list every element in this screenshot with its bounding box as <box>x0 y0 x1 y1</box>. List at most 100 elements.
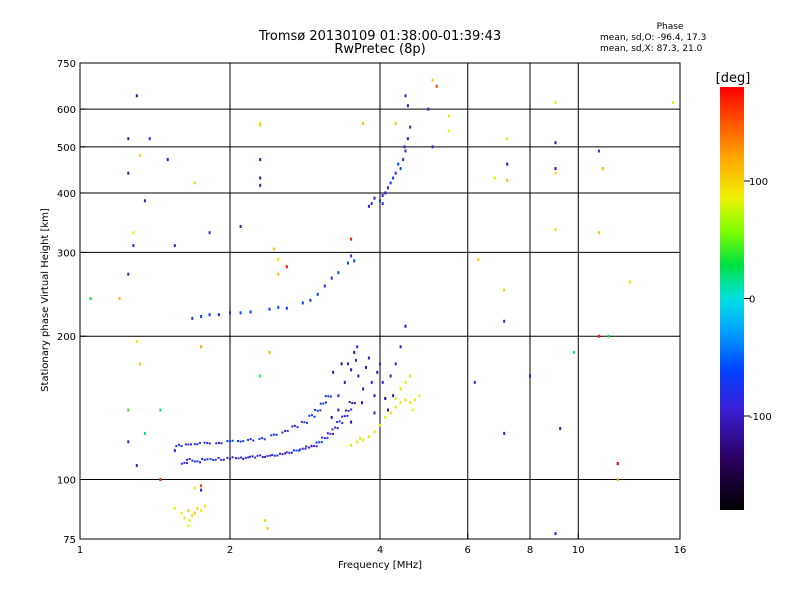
data-point <box>239 311 242 315</box>
data-point <box>203 441 206 444</box>
data-point <box>597 231 600 235</box>
data-point <box>529 374 531 378</box>
series-scattered-noise <box>127 94 619 536</box>
data-point <box>399 345 402 349</box>
data-point <box>431 145 434 149</box>
data-point <box>303 421 306 424</box>
data-point <box>277 272 280 276</box>
data-point <box>329 395 332 398</box>
data-point <box>269 454 272 457</box>
colorbar-tick-label: -100 <box>749 412 772 423</box>
data-point <box>318 441 321 444</box>
data-point <box>435 84 438 88</box>
data-point <box>316 292 319 296</box>
data-point <box>199 441 201 444</box>
data-point <box>270 434 273 437</box>
data-point <box>672 100 675 104</box>
data-point <box>135 94 138 98</box>
data-point <box>341 415 344 418</box>
data-point <box>139 153 142 157</box>
data-points <box>89 78 675 536</box>
x-tick-label: 8 <box>527 545 533 556</box>
data-point <box>326 437 329 440</box>
data-point <box>187 443 190 446</box>
data-point <box>404 149 407 153</box>
series-scattered-x-noise <box>118 78 675 481</box>
data-point <box>187 524 190 528</box>
data-point <box>331 428 334 431</box>
data-point <box>186 462 188 465</box>
data-point <box>206 442 209 445</box>
data-point <box>447 129 450 133</box>
data-point <box>240 456 243 459</box>
phase-stats-x-mode: mean, sd,X: 87.3, 21.0 <box>600 44 703 54</box>
y-tick-label: 500 <box>57 143 76 154</box>
data-point <box>330 416 333 419</box>
data-point <box>180 462 183 465</box>
y-tick-label: 600 <box>57 105 76 116</box>
data-point <box>404 380 407 384</box>
colorbar-tick-label: 100 <box>749 177 768 188</box>
data-point <box>300 420 303 423</box>
data-point <box>191 459 194 462</box>
data-point <box>226 456 229 459</box>
data-point <box>247 439 249 441</box>
colorbar-label: [deg] <box>716 71 751 86</box>
data-point <box>320 441 323 444</box>
data-point <box>261 437 264 440</box>
data-point <box>392 176 395 180</box>
data-point <box>325 401 327 404</box>
data-point <box>399 167 402 171</box>
data-point <box>554 171 557 175</box>
data-point <box>264 455 266 458</box>
data-point <box>379 199 381 203</box>
data-point <box>387 408 389 412</box>
data-point <box>266 526 269 530</box>
data-point <box>139 362 142 366</box>
data-point <box>118 297 121 300</box>
data-point <box>159 408 162 412</box>
y-tick-label: 100 <box>57 476 76 487</box>
data-point <box>249 310 252 314</box>
data-point <box>616 462 619 466</box>
data-point <box>220 458 223 461</box>
data-point <box>286 429 289 432</box>
data-point <box>191 514 194 518</box>
chart-title: Tromsø 20130109 01:38:00-01:39:43 <box>258 29 501 44</box>
data-point <box>347 362 349 366</box>
data-point <box>381 194 384 197</box>
data-point <box>629 280 631 284</box>
data-point <box>431 78 434 82</box>
data-point <box>323 437 326 440</box>
data-point <box>285 306 288 310</box>
data-point <box>143 199 146 203</box>
data-point <box>199 461 201 464</box>
data-point <box>193 181 196 185</box>
data-point <box>367 435 370 439</box>
data-point <box>237 440 239 442</box>
data-point <box>256 454 259 457</box>
data-point <box>351 402 354 405</box>
data-point <box>229 311 231 315</box>
data-point <box>319 409 322 412</box>
data-point <box>379 423 381 427</box>
data-point <box>394 397 397 400</box>
series-scattered-red <box>159 84 619 488</box>
data-point <box>373 196 376 200</box>
data-point <box>315 441 318 444</box>
data-point <box>473 380 476 384</box>
data-point <box>601 167 604 171</box>
data-point <box>222 458 225 461</box>
data-point <box>404 94 407 98</box>
data-point <box>271 454 274 456</box>
data-point <box>200 315 203 318</box>
data-point <box>554 532 557 536</box>
data-point <box>214 458 217 461</box>
phase-statistics: Phase mean, sd,O: -96.4, 17.3 mean, sd,X… <box>600 22 720 55</box>
data-point <box>322 402 325 405</box>
series-e-layer-echoes <box>173 486 269 530</box>
data-point <box>411 408 414 412</box>
data-point <box>409 125 412 129</box>
y-axis-ticks: 75 100 200 300 400 500 600 750 <box>57 59 86 546</box>
